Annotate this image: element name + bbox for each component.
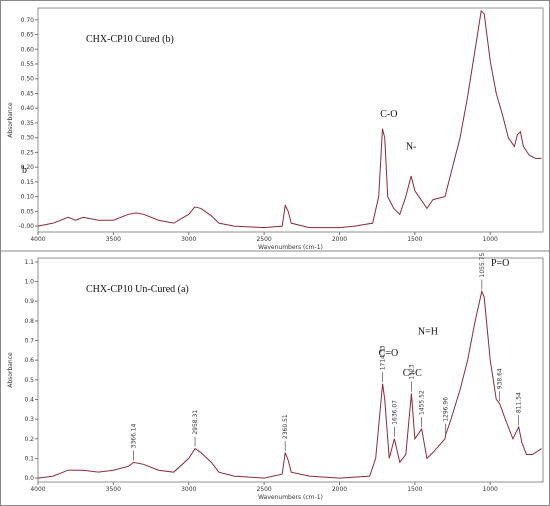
y-tick-label: 0.40 bbox=[21, 105, 35, 112]
annotation: N- bbox=[406, 141, 417, 152]
x-tick-label: 1500 bbox=[407, 236, 422, 243]
peak-label: 1055.75 bbox=[479, 253, 486, 278]
peak-label: 811.54 bbox=[516, 392, 523, 413]
x-tick-label: 4000 bbox=[30, 236, 45, 243]
x-tick-label: 2000 bbox=[332, 486, 347, 493]
y-tick-label: 0.15 bbox=[21, 179, 35, 186]
peak-label: 1455.52 bbox=[419, 390, 426, 415]
peak-label: 1523 bbox=[408, 364, 415, 379]
y-tick-label: 0.05 bbox=[21, 208, 35, 215]
x-tick-label: 3500 bbox=[106, 236, 121, 243]
peak-label: 2360.51 bbox=[282, 414, 289, 439]
y-tick-label: 1.1 bbox=[24, 259, 34, 266]
chart-title: CHX-CP10 Cured (b) bbox=[86, 34, 174, 45]
x-tick-label: 1500 bbox=[407, 486, 422, 493]
y-tick-label: 0.65 bbox=[21, 32, 35, 39]
y-tick-label: 0.0 bbox=[24, 475, 34, 482]
x-tick-label: 2500 bbox=[256, 486, 271, 493]
x-tick-label: 4000 bbox=[30, 486, 45, 493]
y-tick-label: 0.60 bbox=[21, 46, 35, 53]
peak-label: 1296.96 bbox=[442, 397, 449, 422]
x-tick-label: 2000 bbox=[332, 236, 347, 243]
annotation: P=O bbox=[491, 258, 509, 269]
spectrum-line bbox=[37, 9, 542, 229]
y-axis-label: Absorbance bbox=[7, 352, 14, 388]
x-tick-label: 1000 bbox=[483, 486, 498, 493]
y-axis-label: Absorbance bbox=[7, 102, 14, 138]
y-tick-label: 0.35 bbox=[21, 120, 35, 127]
y-tick-label: 0.3 bbox=[24, 416, 34, 423]
y-tick-label: 0.4 bbox=[24, 396, 34, 403]
y-tick-label: 0.5 bbox=[24, 377, 34, 384]
x-axis-label: Wavenumbers (cm-1) bbox=[258, 494, 323, 501]
y-tick-label: 0.25 bbox=[21, 149, 35, 156]
peak-label: 938.64 bbox=[496, 368, 503, 389]
y-tick-label: 0.6 bbox=[24, 357, 34, 364]
y-tick-label: 0.1 bbox=[24, 455, 34, 462]
y-tick-label: 0.45 bbox=[21, 90, 35, 97]
spectrum-line bbox=[37, 289, 542, 479]
annotation: N=H bbox=[418, 327, 438, 338]
y-tick-label: 0.50 bbox=[21, 76, 35, 83]
x-tick-label: 1000 bbox=[483, 236, 498, 243]
panel-label: b bbox=[22, 165, 27, 176]
y-tick-label: 1.0 bbox=[24, 279, 34, 286]
y-tick-label: 0.2 bbox=[24, 436, 34, 443]
y-tick-label: 0.70 bbox=[21, 17, 35, 24]
peak-label: 2958.31 bbox=[192, 410, 199, 435]
annotation: C=O bbox=[379, 348, 399, 359]
x-axis-label: Wavenumbers (cm-1) bbox=[258, 244, 323, 251]
peak-label: 3366.14 bbox=[131, 423, 138, 448]
plot-frame bbox=[37, 7, 544, 233]
y-tick-label: 0.9 bbox=[24, 298, 34, 305]
x-tick-label: 3500 bbox=[106, 486, 121, 493]
x-tick-label: 3000 bbox=[181, 236, 196, 243]
x-tick-label: 3000 bbox=[181, 486, 196, 493]
y-tick-label: 0.20 bbox=[21, 164, 35, 171]
y-tick-label: 0.30 bbox=[21, 135, 35, 142]
annotation: C=C bbox=[403, 368, 422, 379]
peak-label: 1714.33 bbox=[380, 345, 387, 370]
y-tick-label: 0.8 bbox=[24, 318, 34, 325]
chart-title: CHX-CP10 Un-Cured (a) bbox=[86, 284, 189, 295]
y-tick-label: 0.7 bbox=[24, 338, 34, 345]
y-tick-label: 0.10 bbox=[21, 194, 35, 201]
x-tick-label: 2500 bbox=[256, 236, 271, 243]
peak-label: 1636.07 bbox=[391, 400, 398, 425]
y-tick-label: -0.00 bbox=[18, 223, 34, 230]
y-tick-label: 0.55 bbox=[21, 61, 35, 68]
plot-frame bbox=[37, 257, 544, 483]
annotation: C-O bbox=[380, 109, 397, 120]
